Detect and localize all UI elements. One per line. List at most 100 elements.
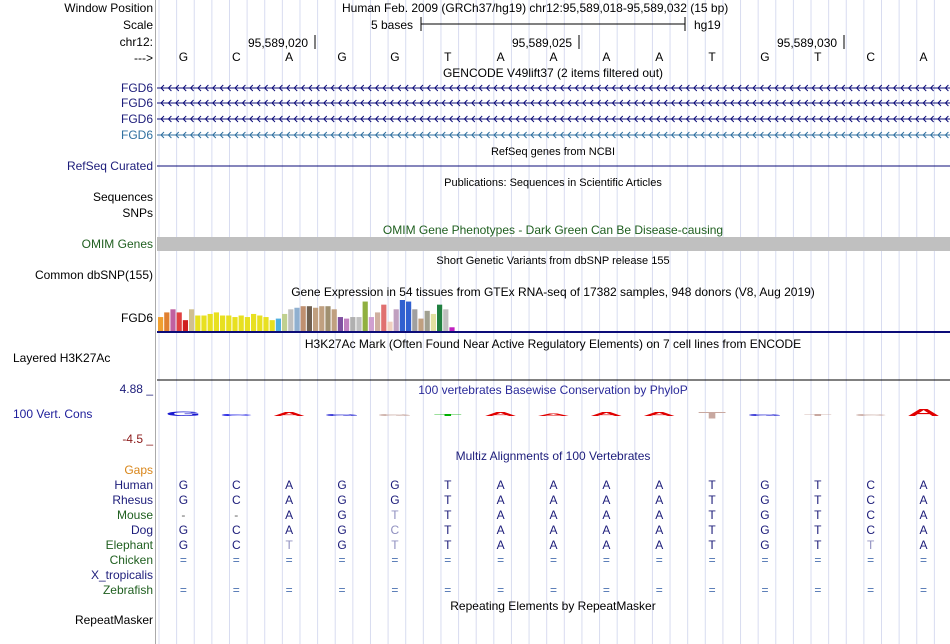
- gtex-tissue-bar[interactable]: [393, 309, 399, 331]
- gtex-tissue-bar[interactable]: [325, 306, 331, 331]
- strand-chevron: [811, 131, 816, 139]
- gtex-tissue-bar[interactable]: [443, 309, 449, 331]
- gtex-tissue-bar[interactable]: [232, 317, 238, 331]
- gtex-tissue-bar[interactable]: [362, 301, 368, 331]
- strand-chevron: [589, 99, 594, 107]
- gtex-tissue-bar[interactable]: [399, 300, 405, 331]
- alignment-base: A: [655, 538, 664, 552]
- repeatmasker-label[interactable]: RepeatMasker: [74, 613, 153, 627]
- dbsnp-label[interactable]: Common dbSNP(155): [34, 268, 153, 282]
- gencode-item-4[interactable]: FGD6: [120, 128, 153, 142]
- h3k27ac-title[interactable]: H3K27Ac Mark (Often Found Near Active Re…: [304, 337, 802, 351]
- refseq-title[interactable]: RefSeq genes from NCBI: [490, 146, 616, 158]
- gtex-tissue-bar[interactable]: [220, 315, 226, 332]
- alignment-base: A: [285, 493, 294, 507]
- gtex-tissue-bar[interactable]: [294, 307, 300, 331]
- gtex-tissue-bar[interactable]: [424, 310, 430, 331]
- gtex-tissue-bar[interactable]: [226, 315, 232, 332]
- strand-chevron: [656, 99, 661, 107]
- strand-chevron: [789, 84, 794, 92]
- gencode-item-2[interactable]: FGD6: [120, 96, 153, 110]
- dbsnp-title[interactable]: Short Genetic Variants from dbSNP releas…: [436, 255, 670, 267]
- gtex-tissue-bar[interactable]: [449, 327, 455, 331]
- strand-chevron: [715, 84, 720, 92]
- strand-chevron: [278, 99, 283, 107]
- species-label-rhesus: Rhesus: [112, 493, 153, 507]
- repeatmasker-title[interactable]: Repeating Elements by RepeatMasker: [450, 599, 656, 613]
- strand-chevron: [552, 84, 557, 92]
- phylop-label[interactable]: 100 Vert. Cons: [13, 407, 93, 421]
- gtex-title[interactable]: Gene Expression in 54 tissues from GTEx …: [291, 285, 815, 299]
- gtex-tissue-bar[interactable]: [319, 306, 325, 331]
- gtex-tissue-bar[interactable]: [381, 304, 387, 331]
- gtex-tissue-bar[interactable]: [207, 313, 213, 331]
- refseq-label[interactable]: RefSeq Curated: [66, 159, 153, 173]
- gtex-tissue-bar[interactable]: [387, 321, 393, 331]
- gtex-tissue-bar[interactable]: [195, 315, 201, 332]
- gtex-tissue-bar[interactable]: [412, 309, 418, 331]
- gtex-tissue-bar[interactable]: [269, 320, 275, 331]
- strand-chevron: [892, 115, 897, 123]
- publications-snps-label[interactable]: SNPs: [122, 206, 153, 220]
- gtex-tissue-bar[interactable]: [158, 317, 164, 331]
- gtex-tissue-bar[interactable]: [313, 307, 319, 331]
- strand-chevron: [463, 131, 468, 139]
- gtex-tissue-bar[interactable]: [344, 318, 350, 331]
- strand-chevron: [737, 99, 742, 107]
- gtex-tissue-bar[interactable]: [418, 318, 424, 331]
- gtex-tissue-bar[interactable]: [176, 312, 182, 331]
- gtex-tissue-bar[interactable]: [350, 317, 356, 331]
- species-label-dog: Dog: [130, 523, 153, 537]
- strand-chevron: [249, 115, 254, 123]
- gtex-tissue-bar[interactable]: [238, 315, 244, 332]
- alignment-base: T: [708, 508, 716, 522]
- multiz-title[interactable]: Multiz Alignments of 100 Vertebrates: [455, 449, 651, 463]
- gtex-tissue-bar[interactable]: [164, 312, 170, 331]
- publications-title[interactable]: Publications: Sequences in Scientific Ar…: [444, 177, 662, 189]
- gencode-item-3[interactable]: FGD6: [120, 112, 153, 126]
- gtex-tissue-bar[interactable]: [170, 309, 176, 331]
- strand-chevron: [530, 84, 535, 92]
- strand-chevron: [263, 99, 268, 107]
- gencode-item-1[interactable]: FGD6: [120, 81, 153, 95]
- gtex-tissue-bar[interactable]: [282, 313, 288, 331]
- strand-chevron: [397, 84, 402, 92]
- gtex-tissue-bar[interactable]: [244, 317, 250, 331]
- gtex-tissue-bar[interactable]: [368, 317, 374, 331]
- gtex-tissue-bar[interactable]: [437, 304, 443, 331]
- base-letter: A: [602, 50, 611, 64]
- gtex-tissue-bar[interactable]: [300, 306, 306, 331]
- gtex-tissue-bar[interactable]: [406, 301, 412, 331]
- gtex-tissue-bar[interactable]: [189, 309, 195, 331]
- gtex-tissue-bar[interactable]: [251, 313, 257, 331]
- strand-chevron: [367, 84, 372, 92]
- phylop-title[interactable]: 100 vertebrates Basewise Conservation by…: [418, 383, 688, 397]
- gtex-tissue-bar[interactable]: [306, 306, 312, 331]
- gtex-tissue-bar[interactable]: [182, 320, 188, 331]
- gtex-tissue-bar[interactable]: [337, 317, 343, 331]
- alignment-base: A: [549, 478, 558, 492]
- gtex-tissue-bar[interactable]: [331, 309, 337, 331]
- gtex-tissue-bar[interactable]: [375, 312, 381, 331]
- gtex-tissue-bar[interactable]: [213, 312, 219, 331]
- gtex-tissue-bar[interactable]: [257, 315, 263, 332]
- gtex-tissue-bar[interactable]: [275, 318, 281, 331]
- omim-title[interactable]: OMIM Gene Phenotypes - Dark Green Can Be…: [382, 223, 724, 237]
- gtex-tissue-bar[interactable]: [356, 317, 362, 331]
- strand-chevron: [493, 84, 498, 92]
- gtex-tissue-bar[interactable]: [430, 313, 436, 331]
- omim-label[interactable]: OMIM Genes: [81, 237, 153, 251]
- gtex-tissue-bar[interactable]: [288, 309, 294, 331]
- gtex-tissue-bar[interactable]: [263, 317, 269, 331]
- gtex-tissue-bar[interactable]: [201, 315, 207, 332]
- alignment-base: C: [866, 508, 876, 522]
- publications-sequences-label[interactable]: Sequences: [92, 190, 153, 204]
- omim-bar[interactable]: [157, 237, 950, 251]
- gtex-label[interactable]: FGD6: [120, 311, 153, 325]
- strand-chevron: [537, 115, 542, 123]
- strand-chevron: [870, 84, 875, 92]
- h3k27ac-label[interactable]: Layered H3K27Ac: [13, 351, 111, 365]
- gencode-title[interactable]: GENCODE V49lift37 (2 items filtered out): [442, 66, 664, 80]
